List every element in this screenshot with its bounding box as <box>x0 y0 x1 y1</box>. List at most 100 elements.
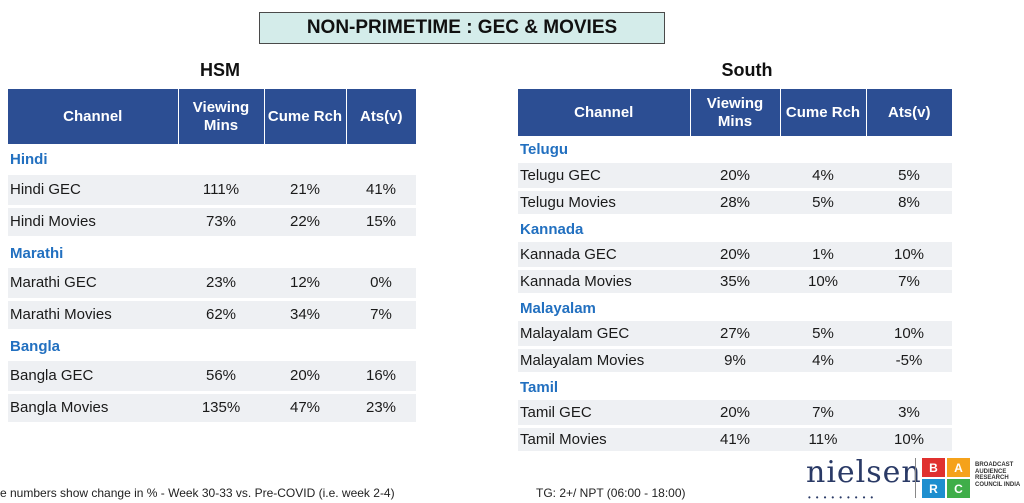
cume-rch-cell: 4% <box>780 347 866 375</box>
channel-cell: Marathi GEC <box>8 268 178 301</box>
viewing-mins-cell: 9% <box>690 347 780 375</box>
hsm-table-title: HSM <box>200 60 240 80</box>
table-row: Kannada Movies 35% 10% 7% <box>518 268 952 296</box>
viewing-mins-cell: 20% <box>690 242 780 270</box>
ats-cell: -5% <box>866 347 952 375</box>
channel-cell: Tamil Movies <box>518 426 690 454</box>
channel-cell: Kannada Movies <box>518 268 690 296</box>
table-row: Hindi Movies 73% 22% 15% <box>8 206 416 239</box>
hsm-table-body: Hindi Hindi GEC 111% 21% 41% Hindi Movies 73% 2… <box>8 144 416 425</box>
cume-rch-cell: 47% <box>264 392 346 425</box>
ats-cell: 10% <box>866 426 952 454</box>
ats-cell: 8% <box>866 189 952 217</box>
ats-cell: 10% <box>866 242 952 270</box>
group-row-kannada: Kannada <box>518 215 952 242</box>
group-row-tamil: Tamil <box>518 373 952 400</box>
group-label: Bangla <box>8 330 416 361</box>
channel-cell: Tamil GEC <box>518 400 690 428</box>
cume-rch-cell: 5% <box>780 321 866 349</box>
group-label: Malayalam <box>518 294 952 321</box>
group-row-bangla: Bangla <box>8 330 416 361</box>
cume-rch-cell: 12% <box>264 268 346 301</box>
group-label: Marathi <box>8 237 416 268</box>
viewing-mins-cell: 20% <box>690 400 780 428</box>
hsm-table: Channel Viewing Mins Cume Rch Ats(v) Hin… <box>8 89 416 425</box>
cume-rch-cell: 7% <box>780 400 866 428</box>
column-header-ats: Ats(v) <box>346 89 416 144</box>
table-row: Hindi GEC 111% 21% 41% <box>8 175 416 208</box>
footnote: e numbers show change in % - Week 30-33 … <box>0 486 395 500</box>
barc-logo: B A R C <box>922 458 970 498</box>
channel-cell: Malayalam Movies <box>518 347 690 375</box>
channel-cell: Marathi Movies <box>8 299 178 332</box>
channel-cell: Hindi GEC <box>8 175 178 208</box>
table-row: Bangla GEC 56% 20% 16% <box>8 361 416 394</box>
nielsen-logo-dots: ••••••••• <box>808 493 879 502</box>
ats-cell: 41% <box>346 175 416 208</box>
viewing-mins-cell: 56% <box>178 361 264 394</box>
ats-cell: 15% <box>346 206 416 239</box>
south-table: Channel Viewing Mins Cume Rch Ats(v) Tel… <box>518 89 952 454</box>
ats-cell: 10% <box>866 321 952 349</box>
south-table-body: Telugu Telugu GEC 20% 4% 5% Telugu Movies 28% 5… <box>518 136 952 454</box>
cume-rch-cell: 34% <box>264 299 346 332</box>
channel-cell: Bangla GEC <box>8 361 178 394</box>
table-row: Bangla Movies 135% 47% 23% <box>8 392 416 425</box>
group-row-marathi: Marathi <box>8 237 416 268</box>
ats-cell: 23% <box>346 392 416 425</box>
table-row: Telugu GEC 20% 4% 5% <box>518 163 952 191</box>
logo-divider <box>915 458 916 498</box>
viewing-mins-cell: 62% <box>178 299 264 332</box>
column-header-viewing-mins: Viewing Mins <box>690 89 781 136</box>
target-group-note: TG: 2+/ NPT (06:00 - 18:00) <box>536 486 686 500</box>
table-row: Telugu Movies 28% 5% 8% <box>518 189 952 217</box>
viewing-mins-cell: 135% <box>178 392 264 425</box>
channel-cell: Telugu Movies <box>518 189 690 217</box>
table-row: Tamil GEC 20% 7% 3% <box>518 400 952 428</box>
group-label: Tamil <box>518 373 952 400</box>
barc-letter-r: R <box>922 479 945 498</box>
table-row: Tamil Movies 41% 11% 10% <box>518 426 952 454</box>
table-row: Marathi Movies 62% 34% 7% <box>8 299 416 332</box>
south-table-title: South <box>721 60 773 80</box>
group-row-telugu: Telugu <box>518 136 952 163</box>
group-row-hindi: Hindi <box>8 144 416 175</box>
cume-rch-cell: 10% <box>780 268 866 296</box>
cume-rch-cell: 5% <box>780 189 866 217</box>
channel-cell: Telugu GEC <box>518 163 690 191</box>
barc-logo-text: BROADCAST AUDIENCE RESEARCH COUNCIL INDI… <box>975 462 1021 488</box>
barc-letter-b: B <box>922 458 945 477</box>
viewing-mins-cell: 20% <box>690 163 780 191</box>
cume-rch-cell: 20% <box>264 361 346 394</box>
page-title: NON-PRIMETIME : GEC & MOVIES <box>259 12 665 44</box>
viewing-mins-cell: 27% <box>690 321 780 349</box>
column-header-cume-rch: Cume Rch <box>264 89 347 144</box>
viewing-mins-cell: 28% <box>690 189 780 217</box>
barc-letter-a: A <box>947 458 970 477</box>
group-label: Telugu <box>518 136 952 163</box>
ats-cell: 3% <box>866 400 952 428</box>
cume-rch-cell: 21% <box>264 175 346 208</box>
group-label: Kannada <box>518 215 952 242</box>
viewing-mins-cell: 73% <box>178 206 264 239</box>
channel-cell: Malayalam GEC <box>518 321 690 349</box>
ats-cell: 7% <box>866 268 952 296</box>
table-row: Kannada GEC 20% 1% 10% <box>518 242 952 270</box>
group-row-malayalam: Malayalam <box>518 294 952 321</box>
ats-cell: 7% <box>346 299 416 332</box>
cume-rch-cell: 11% <box>780 426 866 454</box>
column-header-viewing-mins: Viewing Mins <box>178 89 265 144</box>
channel-cell: Hindi Movies <box>8 206 178 239</box>
ats-cell: 5% <box>866 163 952 191</box>
group-label: Hindi <box>8 144 416 175</box>
viewing-mins-cell: 23% <box>178 268 264 301</box>
column-header-channel: Channel <box>8 89 179 144</box>
barc-letter-c: C <box>947 479 970 498</box>
viewing-mins-cell: 111% <box>178 175 264 208</box>
ats-cell: 16% <box>346 361 416 394</box>
column-header-cume-rch: Cume Rch <box>780 89 867 136</box>
cume-rch-cell: 22% <box>264 206 346 239</box>
nielsen-logo: nielsen <box>806 455 922 490</box>
ats-cell: 0% <box>346 268 416 301</box>
cume-rch-cell: 4% <box>780 163 866 191</box>
